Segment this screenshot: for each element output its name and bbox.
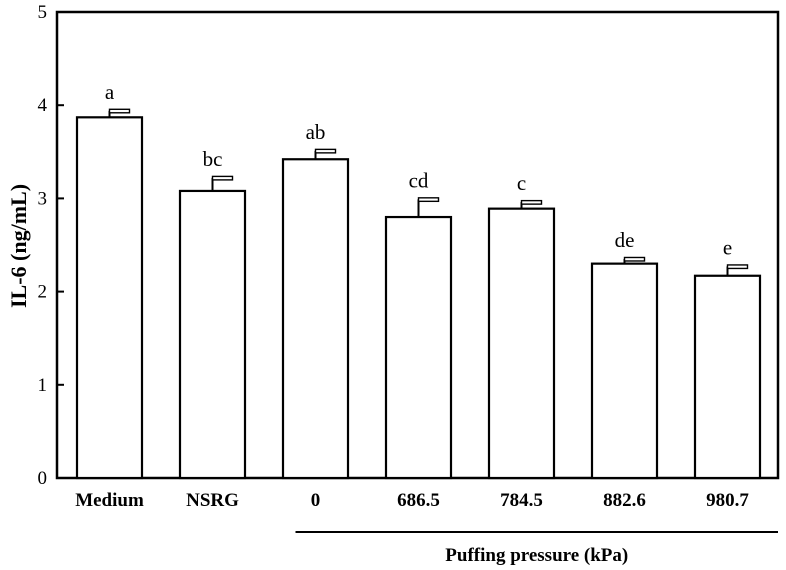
x-tick-label-nsrg: NSRG <box>186 490 239 511</box>
error-cap-980-7 <box>726 264 749 270</box>
bar-686-5 <box>384 215 453 480</box>
x-tick-label-medium: Medium <box>75 490 144 511</box>
bar-882-6 <box>590 262 659 480</box>
y-tick-label-2: 2 <box>38 282 48 303</box>
bar-980-7 <box>693 274 762 480</box>
x-tick-label-0: 0 <box>311 490 321 511</box>
error-cap-882-6 <box>623 256 646 262</box>
bar-series: a bc ab cd c de e <box>75 80 762 480</box>
significance-label-980-7: e <box>723 235 732 259</box>
x-tick-label-784-5: 784.5 <box>500 490 543 511</box>
significance-label-784-5: c <box>517 171 526 195</box>
y-tick-label-4: 4 <box>38 95 48 116</box>
x-tick-label-882-6: 882.6 <box>603 490 646 511</box>
y-tick-label-5: 5 <box>38 2 48 23</box>
y-axis-title: IL-6 (ng/mL) <box>6 184 31 308</box>
significance-label-nsrg: bc <box>203 147 223 171</box>
y-axis: 0 1 2 3 4 5 <box>38 2 64 489</box>
error-cap-nsrg <box>211 175 234 181</box>
group-label: Puffing pressure (kPa) <box>445 545 628 566</box>
x-tick-label-686-5: 686.5 <box>397 490 440 511</box>
error-cap-0 <box>314 148 337 154</box>
error-cap-784-5 <box>520 199 543 205</box>
error-cap-686-5 <box>417 197 440 203</box>
y-tick-label-3: 3 <box>38 188 48 209</box>
error-cap-medium <box>108 108 131 114</box>
significance-label-882-6: de <box>615 228 635 252</box>
x-tick-label-980-7: 980.7 <box>706 490 749 511</box>
bar-784-5 <box>487 207 556 480</box>
bar-medium <box>75 116 144 480</box>
y-tick-label-1: 1 <box>38 375 48 396</box>
bar-nsrg <box>178 189 247 480</box>
significance-label-medium: a <box>105 80 115 104</box>
y-tick-label-0: 0 <box>38 468 48 489</box>
significance-label-686-5: cd <box>409 168 429 192</box>
x-axis-labels: Medium NSRG 0 686.5 784.5 882.6 980.7 <box>75 490 749 511</box>
significance-label-0: ab <box>306 120 326 144</box>
bar-0 <box>281 158 350 480</box>
